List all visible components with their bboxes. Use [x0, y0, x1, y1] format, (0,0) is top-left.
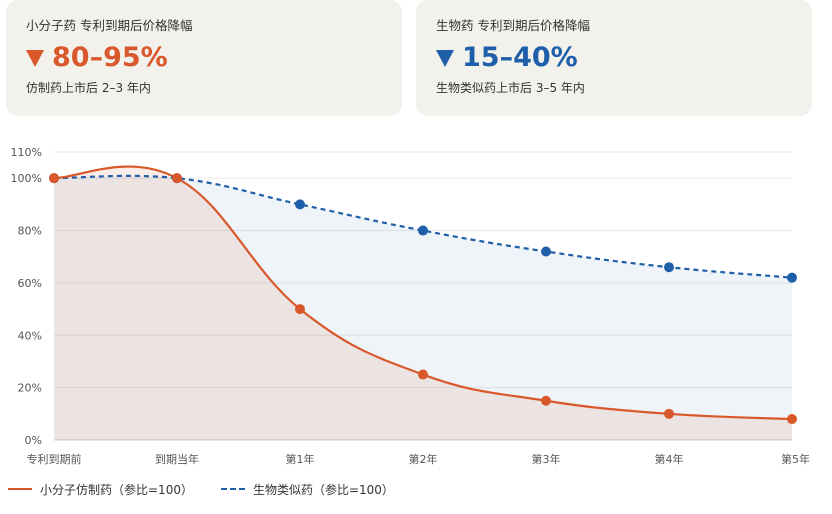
small-molecule-point [295, 304, 305, 315]
small-molecule-point [664, 408, 674, 419]
card-title: 生物药 专利到期后价格降幅 [436, 18, 590, 33]
biosimilar-point [787, 272, 797, 283]
y-tick-label: 0% [25, 434, 42, 447]
price-decline-chart: 0% 20% 40% 60% 80% 100% 110% 专利到期前 到期当年 第1年 第2年 第3年… [11, 146, 810, 466]
y-tick-label: 60% [18, 277, 42, 290]
x-tick-label: 第3年 [532, 452, 561, 466]
y-tick-label: 80% [18, 225, 42, 238]
series-area [54, 175, 792, 440]
biosimilar-point [541, 246, 551, 257]
small-molecule-point [787, 414, 797, 425]
y-tick-label: 20% [18, 382, 42, 395]
legend-item-small-molecule[interactable]: 小分子仿制药（参比=100） [8, 481, 193, 498]
x-tick-label: 专利到期前 [27, 452, 82, 466]
small-molecule-point [541, 395, 551, 406]
legend-label: 生物类似药（参比=100） [252, 482, 394, 497]
legend-swatch-solid [8, 488, 32, 490]
down-arrow-icon [26, 49, 44, 67]
x-tick-label: 到期当年 [155, 452, 199, 466]
card-title: 小分子药 专利到期后价格降幅 [26, 18, 193, 33]
y-tick-label: 40% [18, 329, 42, 342]
small-molecule-point [418, 369, 428, 380]
x-tick-label: 第5年 [781, 452, 810, 466]
biosimilar-point [664, 262, 674, 273]
legend-swatch-dashed [220, 488, 245, 490]
card-note: 生物类似药上市后 3–5 年内 [436, 81, 585, 95]
small-molecule-point [172, 173, 182, 184]
biologic-card: 生物药 专利到期后价格降幅 15–40% 生物类似药上市后 3–5 年内 [416, 0, 812, 116]
card-value-row: 80–95% [26, 42, 382, 74]
y-tick-label: 110% [11, 146, 42, 159]
card-value-row: 15–40% [436, 42, 792, 74]
series-area [54, 166, 792, 440]
biosimilar-point [295, 199, 305, 210]
x-tick-label: 第4年 [655, 452, 684, 466]
card-value: 80–95% [52, 42, 168, 73]
x-tick-label: 第2年 [409, 452, 438, 466]
x-tick-label: 第1年 [286, 452, 315, 466]
biosimilar-point [418, 225, 428, 236]
card-value: 15–40% [462, 42, 578, 73]
small-molecule-point [49, 173, 59, 184]
legend-label: 小分子仿制药（参比=100） [40, 482, 193, 497]
down-arrow-icon [436, 49, 454, 67]
small-molecule-card: 小分子药 专利到期后价格降幅 80–95% 仿制药上市后 2–3 年内 [6, 0, 402, 116]
card-note: 仿制药上市后 2–3 年内 [26, 81, 151, 95]
y-tick-label: 100% [11, 172, 42, 185]
legend-item-biosimilar[interactable]: 生物类似药（参比=100） [220, 481, 394, 498]
chart-legend: 小分子仿制药（参比=100） 生物类似药（参比=100） [8, 480, 422, 498]
